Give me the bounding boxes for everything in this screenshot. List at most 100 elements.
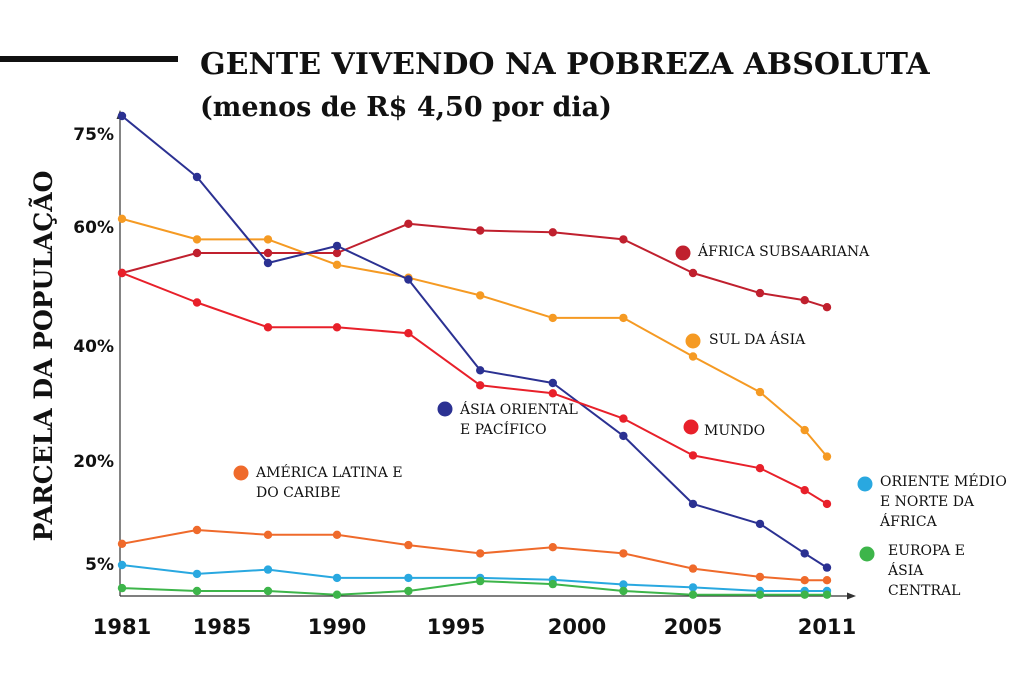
- series-label-text: CENTRAL: [888, 583, 960, 599]
- data-point: [619, 313, 628, 323]
- series-label-text: ÁSIA: [887, 561, 924, 579]
- data-point: [476, 381, 485, 390]
- legend-dot: [233, 465, 249, 481]
- series-sul-da-asia: [117, 214, 832, 461]
- series-label-text: E NORTE DA: [880, 494, 975, 510]
- data-point: [688, 352, 698, 361]
- data-point: [332, 530, 342, 539]
- data-point: [404, 586, 413, 596]
- series-label-text: DO CARIBE: [256, 485, 341, 501]
- data-point: [263, 565, 273, 574]
- series-line-mundo: [121, 272, 828, 505]
- data-point: [822, 499, 832, 509]
- series-asia-oriental-e-pacifico: [117, 111, 832, 572]
- series-label-oriente-medio-e-norte-da-africa: ORIENTE MÉDIO E NORTE DA ÁFRICA: [857, 472, 1007, 530]
- data-point: [688, 499, 698, 509]
- data-point: [619, 414, 628, 423]
- data-point: [548, 378, 557, 388]
- series-labels: ÁFRICA SUBSAARIANA SUL DA ÁSIA ÁSIA ORIENT…: [233, 242, 1007, 599]
- data-point: [548, 389, 557, 398]
- data-point: [822, 590, 832, 599]
- data-point: [688, 268, 698, 278]
- data-point: [192, 525, 202, 535]
- data-point: [800, 296, 809, 305]
- series-label-europa-e-asia-central: EUROPA E ÁSIA CENTRAL: [859, 543, 965, 599]
- data-point: [404, 275, 413, 284]
- series-africa-subsaariana: [117, 219, 832, 312]
- series-label-text: AMÉRICA LATINA E: [255, 463, 403, 481]
- data-point: [263, 586, 273, 596]
- data-point: [332, 573, 342, 583]
- data-point: [117, 560, 127, 570]
- data-point: [548, 228, 557, 237]
- data-point: [800, 486, 809, 495]
- data-point: [822, 563, 832, 572]
- series-layer: [117, 111, 832, 599]
- data-point: [619, 580, 628, 589]
- data-point: [619, 431, 628, 441]
- data-point: [755, 387, 765, 397]
- series-line-oriente-medio-e-norte-da-africa: [121, 564, 827, 592]
- legend-dot: [857, 476, 873, 492]
- data-point: [755, 464, 765, 473]
- x-tick-label: 2011: [798, 615, 856, 639]
- series-line-sul-da-asia: [121, 217, 828, 458]
- data-point: [192, 172, 202, 182]
- data-point: [117, 583, 127, 593]
- x-axis-arrow: [847, 592, 856, 600]
- series-label-text: ÁSIA ORIENTAL: [459, 400, 578, 418]
- data-point: [688, 590, 698, 599]
- series-label-sul-da-asia: SUL DA ÁSIA: [685, 330, 806, 349]
- y-tick-label: 60%: [73, 218, 114, 238]
- data-point: [688, 583, 698, 592]
- series-line-africa-subsaariana: [121, 222, 828, 309]
- x-ticks: 1981 1985 1990 1995 2000 2005 2011: [93, 615, 856, 639]
- data-point: [822, 303, 832, 312]
- data-point: [263, 235, 273, 244]
- series-line-america-latina-e-do-caribe: [121, 529, 827, 582]
- data-point: [619, 235, 628, 244]
- y-tick-label: 40%: [73, 337, 114, 357]
- data-point: [263, 258, 273, 268]
- y-tick-label: 20%: [73, 452, 114, 472]
- series-line-europa-e-asia-central: [121, 580, 827, 596]
- series-line-asia-oriental-e-pacifico: [121, 115, 828, 569]
- data-point: [476, 226, 485, 235]
- data-point: [332, 260, 342, 269]
- data-point: [263, 530, 273, 539]
- data-point: [619, 549, 628, 558]
- data-point: [117, 268, 127, 278]
- data-point: [404, 573, 413, 583]
- data-point: [332, 248, 342, 258]
- series-label-text: ORIENTE MÉDIO: [880, 472, 1007, 490]
- x-tick-label: 2000: [548, 615, 606, 639]
- series-label-text: ÁFRICA SUBSAARIANA: [697, 242, 870, 260]
- data-point: [192, 569, 202, 579]
- y-tick-label: 75%: [73, 125, 114, 145]
- data-point: [619, 586, 628, 596]
- data-point: [192, 298, 202, 307]
- data-point: [800, 576, 809, 585]
- data-point: [117, 214, 127, 223]
- data-point: [192, 235, 202, 244]
- x-tick-label: 1990: [308, 615, 366, 639]
- data-point: [404, 329, 413, 338]
- chart-title: GENTE VIVENDO NA POBREZA ABSOLUTA: [200, 47, 930, 82]
- legend-dot: [437, 401, 453, 417]
- data-point: [117, 539, 127, 548]
- legend-dot: [859, 546, 875, 562]
- data-point: [263, 248, 273, 258]
- data-point: [404, 219, 413, 228]
- series-label-america-latina-e-do-caribe: AMÉRICA LATINA E DO CARIBE: [233, 463, 403, 501]
- series-label-text: EUROPA E: [888, 543, 965, 559]
- x-tick-label: 1995: [427, 615, 485, 639]
- x-tick-label: 1985: [193, 615, 251, 639]
- data-point: [404, 540, 413, 550]
- data-point: [800, 590, 809, 599]
- data-point: [476, 291, 485, 300]
- series-label-africa-subsaariana: ÁFRICA SUBSAARIANA: [675, 242, 870, 261]
- data-point: [822, 452, 832, 461]
- data-point: [755, 519, 765, 529]
- data-point: [548, 543, 557, 552]
